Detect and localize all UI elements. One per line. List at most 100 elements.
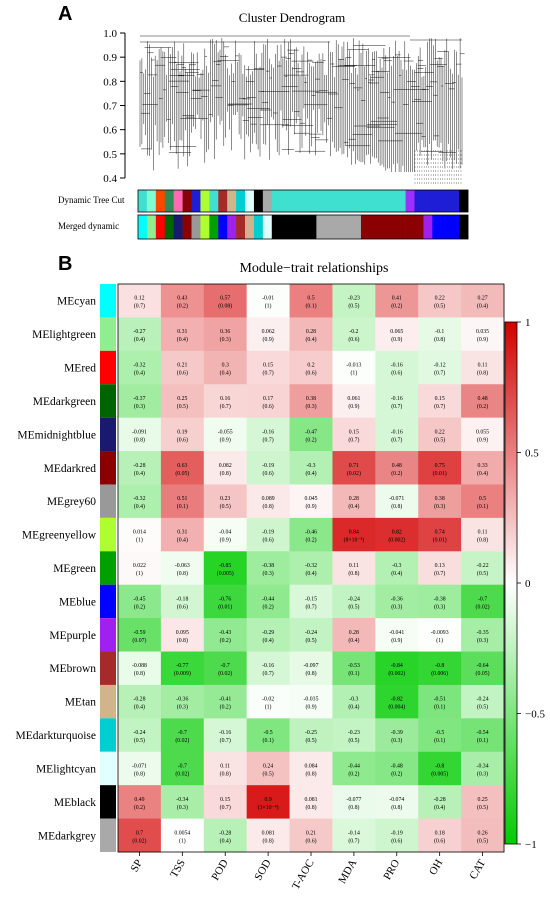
cell-correlation: 0.5 — [307, 296, 314, 302]
cell-p-value: (0.1) — [348, 670, 359, 677]
cell-p-value: (0.1) — [305, 303, 316, 310]
cell-correlation: 0.23 — [220, 496, 230, 502]
cell-correlation: -0.12 — [434, 363, 446, 369]
heatmap-cell — [246, 785, 291, 820]
heatmap-cell — [461, 551, 505, 586]
cell-correlation: 0.15 — [220, 797, 230, 803]
heatmap-cell — [246, 317, 291, 352]
heatmap-cell — [418, 584, 462, 619]
module-label: MEmidnightblue — [17, 429, 96, 441]
color-band-segment — [173, 215, 183, 239]
heatmap-cell — [375, 551, 419, 586]
cell-correlation: -0.47 — [305, 429, 317, 435]
cell-correlation: -0.37 — [133, 396, 145, 402]
module-color-swatch — [100, 417, 116, 452]
cell-p-value: (0.5) — [263, 770, 274, 777]
cell-correlation: -0.0093 — [431, 630, 449, 636]
cell-p-value: (0.6) — [263, 537, 274, 544]
cell-p-value: (1) — [265, 704, 272, 711]
cell-p-value: (0.5) — [220, 503, 231, 510]
heatmap-cell — [418, 284, 462, 318]
cell-p-value: (0.3) — [177, 704, 188, 711]
color-band-segment — [360, 190, 406, 212]
heatmap-cell — [160, 718, 205, 753]
cell-p-value: (0.6) — [391, 370, 402, 377]
cell-correlation: -0.063 — [175, 563, 190, 569]
cell-correlation: -0.02 — [262, 697, 274, 703]
color-band-segment — [236, 215, 246, 239]
cell-p-value: (0.2) — [220, 704, 231, 711]
color-band-segment — [155, 190, 166, 212]
cell-p-value: (0.9) — [477, 336, 488, 343]
cell-p-value: (0.02) — [132, 837, 146, 844]
cell-correlation: -0.48 — [391, 763, 403, 769]
heatmap-cell — [246, 618, 291, 653]
module-label: MElightgreen — [32, 329, 96, 341]
heatmap-cell — [418, 684, 462, 719]
heatmap-cell — [160, 684, 205, 719]
heatmap-cell — [332, 551, 376, 586]
cell-correlation: -0.44 — [348, 763, 360, 769]
cell-p-value: (0.7) — [263, 670, 274, 677]
heatmap-cell — [160, 551, 205, 586]
cell-p-value: (0.4) — [177, 537, 188, 544]
color-band-segment — [253, 215, 264, 239]
heatmap-cell — [246, 551, 291, 586]
cell-p-value: (0.9) — [263, 336, 274, 343]
legend-tick-label: 0.5 — [525, 448, 539, 460]
cell-p-value: (0.8) — [391, 804, 402, 811]
dendrogram-path — [139, 35, 465, 172]
panel-b-letter: B — [58, 253, 72, 275]
cell-correlation: -0.27 — [133, 329, 145, 335]
trait-label: T-AOC — [290, 858, 317, 892]
heatmap-cell — [332, 818, 376, 853]
module-label: MEtan — [65, 697, 97, 709]
cell-correlation: 0.38 — [435, 496, 445, 502]
color-band-segment — [164, 215, 174, 239]
module-color-swatch — [100, 651, 116, 685]
cell-correlation: 0.12 — [134, 296, 144, 302]
cell-correlation: -0.34 — [176, 797, 188, 803]
cell-p-value: (0.3) — [263, 570, 274, 577]
heatmap-cell — [332, 284, 376, 318]
cell-p-value: (0.8) — [220, 470, 231, 477]
color-band-segment — [191, 215, 201, 239]
module-label: MEgreenyellow — [22, 530, 97, 542]
cell-p-value: (0.8) — [134, 436, 145, 443]
color-band-segment — [262, 215, 273, 239]
cell-p-value: (0.3) — [477, 637, 488, 644]
cell-p-value: (0.9) — [391, 637, 402, 644]
cell-p-value: (0.4) — [134, 704, 145, 711]
cell-correlation: -0.36 — [391, 596, 403, 602]
color-band-segment — [191, 190, 201, 212]
color-band-frame — [137, 214, 469, 240]
cell-correlation: -0.35 — [477, 630, 489, 636]
heatmap-cell — [375, 684, 419, 719]
heatmap-cell — [375, 718, 419, 753]
cell-p-value: (0.4) — [348, 704, 359, 711]
cell-correlation: 0.19 — [177, 429, 187, 435]
cell-p-value: (0.3) — [305, 403, 316, 410]
heatmap-cell — [246, 451, 291, 485]
cell-correlation: -0.25 — [305, 730, 317, 736]
heatmap-cell — [418, 618, 462, 653]
cell-correlation: -0.19 — [262, 530, 274, 536]
cell-p-value: (0.01) — [218, 603, 232, 610]
dendrogram-title: Cluster Dendrogram — [239, 10, 346, 25]
cell-correlation: -0.16 — [391, 396, 403, 402]
cell-correlation: 0.22 — [435, 296, 445, 302]
color-band-segment — [155, 215, 166, 239]
color-band-segment — [414, 190, 424, 212]
color-band-segment — [227, 215, 237, 239]
heatmap-cell — [289, 384, 333, 419]
cell-p-value: (0.8) — [305, 804, 316, 811]
heatmap-cell — [160, 785, 205, 820]
cell-p-value: (0.7) — [434, 403, 445, 410]
heatmap-cell — [118, 618, 162, 653]
color-band-segment — [173, 190, 183, 212]
heatmap-cell — [118, 584, 162, 619]
cell-correlation: -0.16 — [262, 429, 274, 435]
heatmap-cell — [332, 517, 376, 552]
module-label: MEred — [64, 363, 96, 375]
heatmap-cell — [203, 618, 248, 653]
